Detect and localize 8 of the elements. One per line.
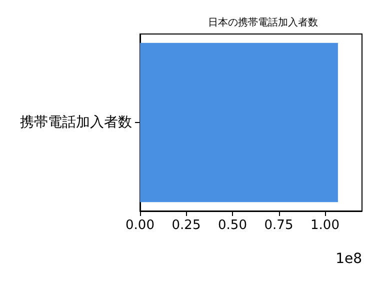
x-tick-label: 1.00	[310, 218, 340, 233]
x-tick-label: 0.25	[172, 218, 201, 233]
x-tick-label: 0.75	[264, 218, 294, 233]
text: 1e8	[336, 251, 362, 267]
y-tick-label: 携帯電話加入者数	[20, 114, 132, 130]
x-tick-label: 0.00	[126, 218, 154, 233]
x-tick-label: 0.50	[218, 218, 247, 233]
chart-title: 日本の携帯電話加入者数	[208, 16, 318, 28]
